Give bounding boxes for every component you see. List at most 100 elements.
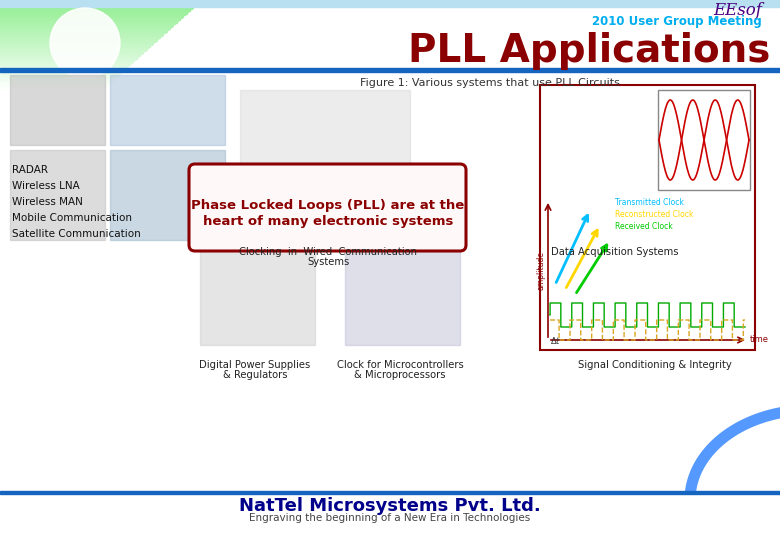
Bar [0, 76, 115, 78]
Bar [0, 22, 175, 24]
Bar [0, 68, 780, 72]
Bar [0, 73, 119, 75]
Text: $\Delta t$: $\Delta t$ [550, 335, 562, 346]
FancyBboxPatch shape [658, 90, 750, 190]
Bar [345, 245, 460, 345]
Text: Engraving the beginning of a New Era in Technologies: Engraving the beginning of a New Era in … [250, 513, 530, 523]
Text: Wireless MAN: Wireless MAN [12, 197, 83, 207]
Bar [0, 67, 125, 69]
Bar [0, 16, 182, 18]
Text: Mobile Communication: Mobile Communication [12, 213, 132, 223]
Bar [0, 0, 200, 2]
Text: EEsof: EEsof [713, 2, 762, 19]
Text: & Regulators: & Regulators [223, 370, 287, 380]
Bar [0, 63, 130, 64]
Bar [0, 5, 193, 8]
Circle shape [50, 8, 120, 78]
Text: Systems: Systems [307, 257, 349, 267]
Bar [0, 51, 144, 52]
Bar [0, 34, 161, 36]
Bar [0, 88, 101, 90]
Bar [0, 43, 151, 45]
Bar [10, 75, 105, 145]
Bar [0, 70, 122, 72]
Text: Clocking  in  Wired  Communication: Clocking in Wired Communication [239, 247, 417, 257]
Bar [0, 86, 103, 89]
Bar [0, 59, 133, 62]
Bar [0, 78, 113, 79]
Bar [0, 7, 192, 9]
Text: PLL Applications: PLL Applications [408, 32, 770, 70]
Text: time: time [750, 335, 769, 345]
Bar [0, 65, 126, 68]
Text: Satellite Communication: Satellite Communication [12, 229, 140, 239]
Bar [0, 53, 140, 56]
Bar [0, 31, 165, 33]
Bar [0, 69, 123, 71]
Bar [200, 245, 315, 345]
Bar [0, 19, 179, 21]
Bar [0, 28, 168, 30]
Text: Phase Locked Loops (PLL) are at the: Phase Locked Loops (PLL) are at the [191, 199, 465, 212]
Text: Received Clock: Received Clock [615, 222, 672, 231]
Text: heart of many electronic systems: heart of many electronic systems [203, 215, 453, 228]
Bar [0, 491, 780, 494]
Bar [0, 30, 167, 31]
Bar [0, 9, 190, 10]
Bar [10, 150, 105, 240]
Bar [0, 38, 157, 40]
Bar [0, 84, 107, 85]
Text: amplitude: amplitude [537, 251, 545, 289]
Text: Figure 1: Various systems that use PLL Circuits: Figure 1: Various systems that use PLL C… [360, 78, 620, 88]
Bar [0, 61, 132, 63]
Text: Reconstructed Clock: Reconstructed Clock [615, 210, 693, 219]
Bar [0, 71, 120, 73]
Bar [0, 42, 154, 44]
Bar [0, 21, 176, 23]
Text: Data Acquisition Systems: Data Acquisition Systems [551, 247, 679, 257]
Bar [0, 46, 148, 48]
Bar [0, 15, 183, 17]
Bar [0, 11, 186, 14]
Bar [0, 13, 185, 15]
Bar [0, 36, 160, 37]
Bar [0, 57, 136, 58]
Bar [0, 4, 195, 6]
Bar [0, 3, 197, 4]
Text: RADAR: RADAR [12, 165, 48, 175]
Bar [0, 25, 172, 27]
Bar [110, 150, 225, 240]
Bar [0, 24, 173, 25]
Bar [0, 64, 129, 66]
FancyBboxPatch shape [540, 85, 755, 350]
Bar [0, 80, 110, 83]
Text: 2010 User Group Meeting: 2010 User Group Meeting [592, 15, 762, 28]
Text: Clock for Microcontrollers: Clock for Microcontrollers [337, 360, 463, 370]
Bar [110, 75, 225, 145]
Bar [0, 40, 155, 42]
Text: & Microprocessors: & Microprocessors [354, 370, 445, 380]
Bar [0, 17, 180, 19]
Bar [240, 90, 410, 200]
Bar [0, 85, 105, 87]
Bar [0, 0, 780, 7]
Bar [0, 37, 158, 39]
Bar [0, 10, 188, 12]
Bar [0, 48, 147, 50]
Text: NatTel Microsystems Pvt. Ltd.: NatTel Microsystems Pvt. Ltd. [239, 497, 541, 515]
Bar [0, 492, 780, 540]
Text: Wireless LNA: Wireless LNA [12, 181, 80, 191]
Bar [0, 52, 142, 54]
Text: Signal Conditioning & Integrity: Signal Conditioning & Integrity [578, 360, 732, 370]
Bar [0, 26, 170, 29]
Bar [0, 79, 112, 81]
Bar [0, 55, 138, 57]
Text: Transmitted Clock: Transmitted Clock [615, 198, 684, 207]
Bar [0, 82, 108, 84]
FancyBboxPatch shape [189, 164, 466, 251]
Bar [0, 32, 163, 35]
Bar [0, 44, 150, 46]
Bar [0, 75, 117, 77]
Text: Digital Power Supplies: Digital Power Supplies [200, 360, 310, 370]
Bar [0, 49, 145, 51]
